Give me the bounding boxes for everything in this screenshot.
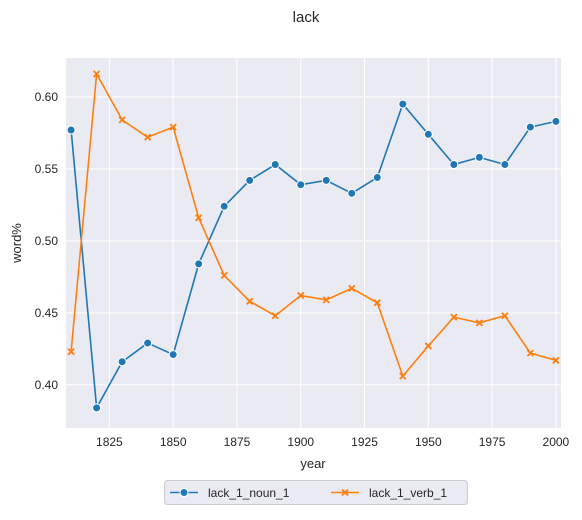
data-point-noun [143, 338, 153, 348]
x-tick-label: 1825 [96, 435, 123, 449]
chart-title: lack [293, 9, 320, 26]
data-point-verb [501, 312, 509, 320]
data-point-noun [66, 125, 76, 135]
x-tick-label: 1875 [224, 435, 251, 449]
y-tick-label: 0.50 [35, 234, 59, 248]
data-point-verb [220, 271, 228, 280]
data-point-noun [321, 175, 331, 185]
data-point-noun [347, 188, 357, 198]
legend-box [164, 480, 468, 505]
data-point-verb [118, 116, 126, 124]
data-point-noun [525, 122, 535, 132]
data-point-verb [399, 372, 407, 380]
data-point-verb [526, 349, 535, 357]
data-point-noun [398, 99, 408, 109]
data-point-noun [117, 357, 127, 367]
data-point-verb [195, 214, 203, 222]
data-point-verb [348, 284, 356, 292]
data-point-verb [552, 356, 560, 364]
data-point-verb [246, 297, 254, 305]
data-point-noun [423, 129, 433, 139]
x-tick-label: 1850 [160, 435, 187, 449]
data-point-noun [372, 172, 382, 182]
data-point-noun [270, 160, 280, 170]
data-point-verb [271, 312, 279, 320]
data-point-noun [168, 350, 178, 360]
x-tick-label: 2000 [543, 435, 570, 449]
y-tick-label: 0.60 [35, 90, 59, 104]
y-tick-label: 0.40 [35, 378, 59, 392]
data-point-noun [449, 160, 459, 170]
legend-label-verb: lack_1_verb_1 [369, 486, 447, 500]
series-line-verb [70, 73, 557, 377]
y-axis-label: word% [9, 223, 24, 264]
data-point-noun [474, 152, 484, 162]
data-point-verb [169, 123, 177, 131]
x-axis-label: year [300, 456, 326, 471]
data-point-verb [144, 133, 152, 141]
data-point-verb [92, 70, 101, 78]
x-tick-label: 1900 [287, 435, 314, 449]
plot-background [66, 58, 561, 428]
data-point-noun [296, 180, 306, 190]
y-tick-label: 0.45 [35, 306, 59, 320]
x-tick-label: 1950 [415, 435, 442, 449]
data-point-noun [551, 116, 561, 126]
data-point-noun [245, 175, 255, 185]
data-point-noun [500, 160, 510, 170]
data-point-verb [450, 313, 458, 321]
legend-label-noun: lack_1_noun_1 [208, 486, 290, 500]
x-tick-label: 1925 [351, 435, 378, 449]
data-point-noun [194, 259, 204, 269]
legend-marker-noun [179, 488, 189, 497]
y-tick-label: 0.55 [35, 162, 59, 176]
data-point-verb [322, 296, 330, 304]
data-point-noun [92, 403, 102, 413]
legend-marker-verb [341, 488, 349, 497]
data-point-noun [219, 201, 229, 211]
x-tick-label: 1975 [479, 435, 506, 449]
data-point-verb [424, 342, 432, 350]
data-point-verb [67, 348, 75, 356]
data-point-verb [297, 291, 305, 300]
data-point-verb [373, 299, 381, 307]
data-point-verb [475, 319, 483, 327]
